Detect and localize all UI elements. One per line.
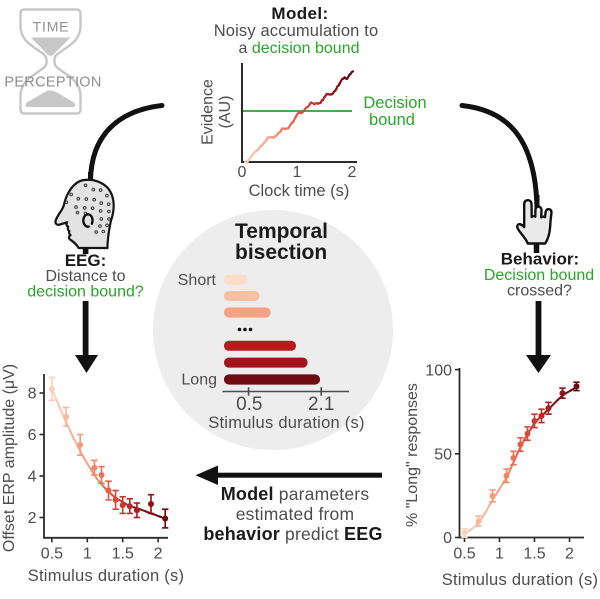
svg-text:1: 1: [293, 164, 302, 181]
svg-text:Stimulus duration (s): Stimulus duration (s): [208, 414, 365, 432]
svg-text:% "Long" responses: % "Long" responses: [404, 383, 421, 527]
svg-text:0: 0: [238, 164, 247, 181]
svg-text:0.5: 0.5: [236, 394, 262, 415]
svg-text:Decision bound: Decision bound: [484, 267, 594, 284]
svg-text:1: 1: [495, 546, 504, 563]
svg-text:Offset ERP amplitude (μV): Offset ERP amplitude (μV): [1, 364, 18, 552]
svg-text:4: 4: [28, 469, 37, 486]
svg-text:crossed?: crossed?: [507, 283, 572, 300]
svg-text:estimated from: estimated from: [236, 504, 355, 524]
svg-text:2: 2: [565, 546, 574, 563]
svg-text:50: 50: [434, 447, 452, 464]
svg-text:1: 1: [83, 546, 92, 563]
svg-text:Clock time (s): Clock time (s): [249, 182, 350, 200]
svg-text:Stimulus duration (s): Stimulus duration (s): [28, 567, 185, 585]
svg-text:2: 2: [154, 546, 163, 563]
svg-text:Stimulus duration (s): Stimulus duration (s): [442, 571, 599, 589]
svg-text:6: 6: [28, 427, 37, 444]
svg-text:bound: bound: [369, 111, 415, 129]
svg-text:Long: Long: [181, 372, 217, 389]
svg-text:2: 2: [28, 510, 37, 527]
svg-text:Evidence: Evidence: [200, 79, 217, 145]
svg-text:8: 8: [28, 386, 37, 403]
svg-text:TIME: TIME: [33, 19, 70, 35]
svg-text:Model:: Model:: [271, 4, 328, 23]
svg-text:Model parameters: Model parameters: [221, 484, 370, 504]
svg-text:0.5: 0.5: [41, 546, 63, 563]
svg-text:Behavior:: Behavior:: [501, 250, 579, 269]
svg-text:bisection: bisection: [235, 241, 327, 264]
svg-text:1.5: 1.5: [523, 546, 545, 563]
svg-text:Distance to: Distance to: [45, 268, 125, 285]
svg-text:a decision bound: a decision bound: [239, 40, 360, 57]
svg-text:Decision: Decision: [363, 94, 426, 112]
svg-text:decision bound?: decision bound?: [27, 284, 144, 301]
svg-text:100: 100: [425, 363, 452, 380]
svg-text:Temporal: Temporal: [235, 220, 328, 243]
svg-text:Short: Short: [178, 272, 217, 289]
svg-text:1.5: 1.5: [112, 546, 134, 563]
svg-text:behavior predict EEG: behavior predict EEG: [203, 524, 382, 544]
svg-text:0: 0: [443, 530, 452, 547]
svg-text:0.5: 0.5: [453, 546, 475, 563]
svg-text:EEG:: EEG:: [65, 251, 107, 270]
svg-text:(AU): (AU): [217, 96, 234, 129]
svg-text:PERCEPTION: PERCEPTION: [4, 75, 101, 91]
svg-text:2.1: 2.1: [308, 394, 334, 415]
svg-text:Noisy accumulation to: Noisy accumulation to: [214, 22, 379, 40]
svg-text:2: 2: [348, 164, 357, 181]
